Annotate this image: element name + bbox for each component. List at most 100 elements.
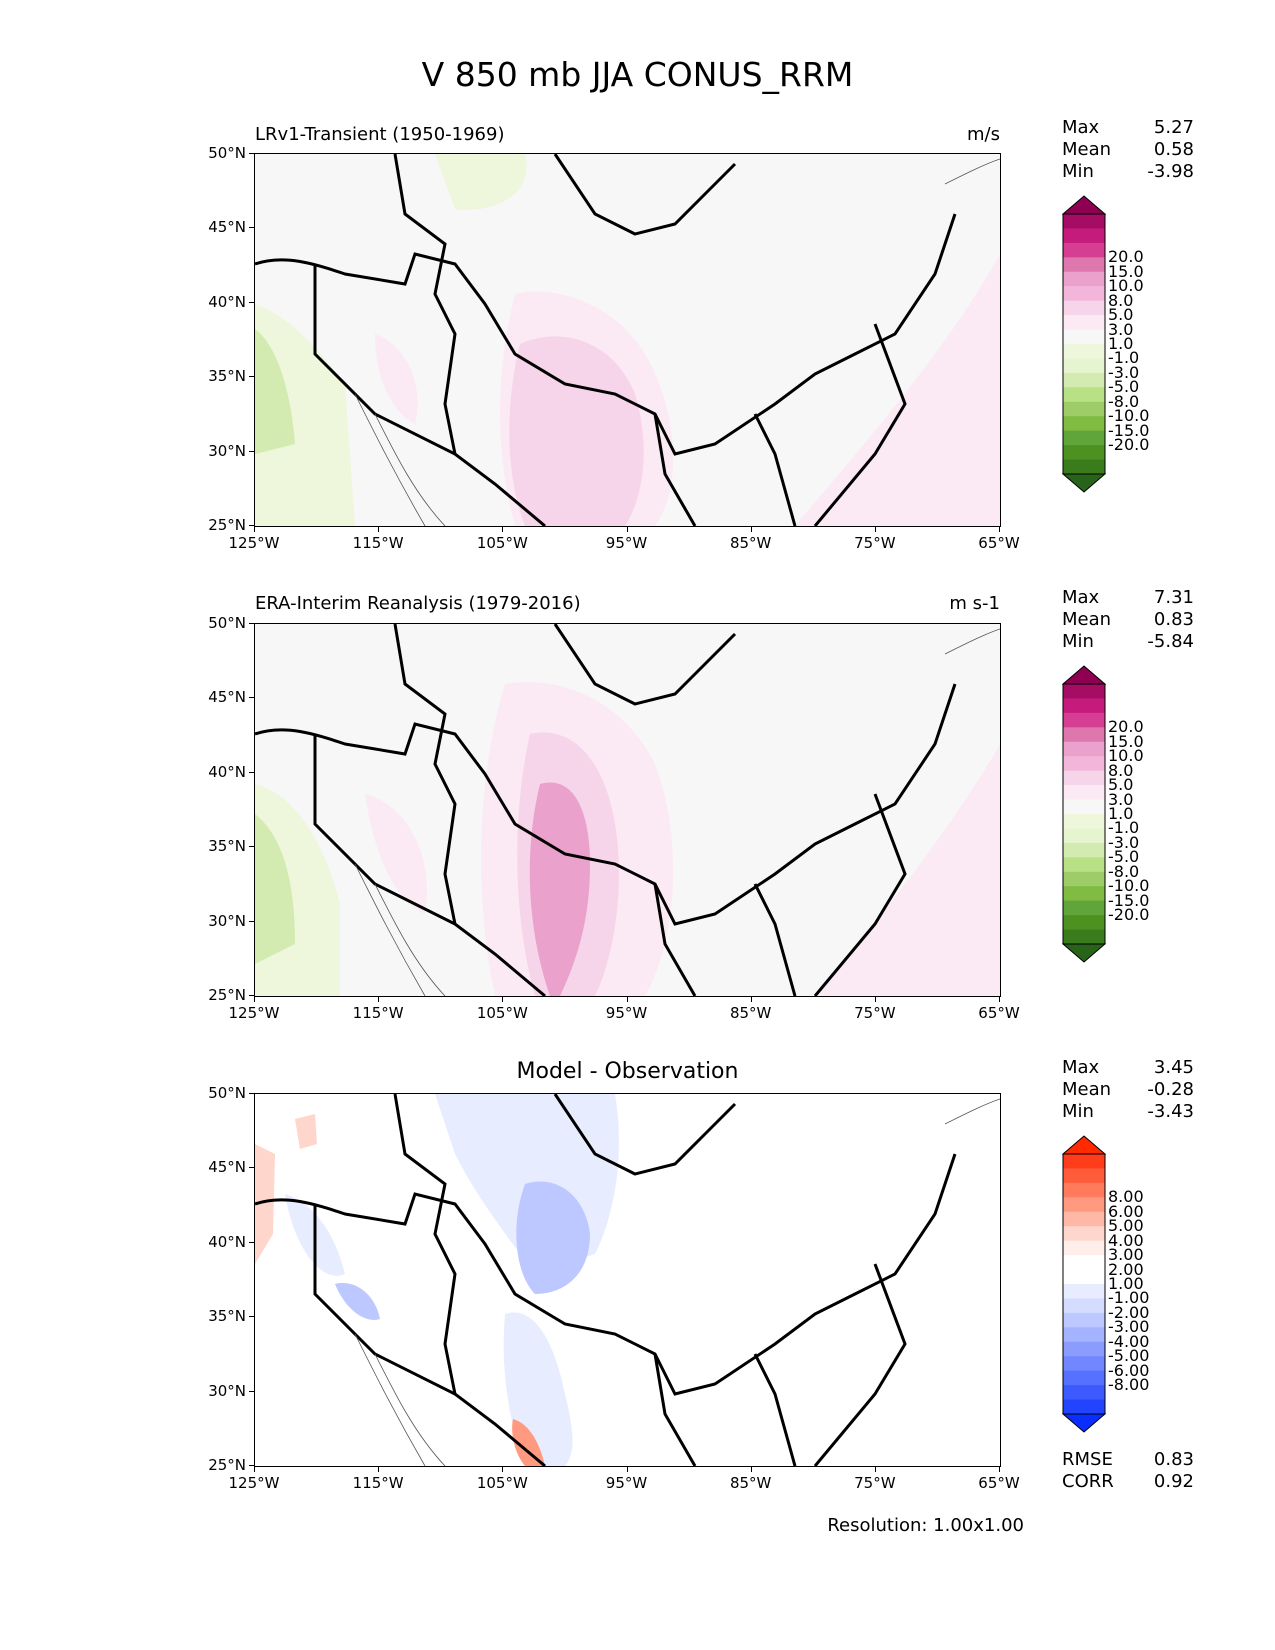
lat-tick-label: 35°N [208, 1307, 246, 1326]
panel-3-metrics: RMSE 0.83 CORR 0.92 [1062, 1449, 1194, 1493]
lon-tick-label: 75°W [854, 534, 896, 552]
colorbar-outline [1062, 1153, 1106, 1415]
lat-tick-label: 30°N [208, 1381, 246, 1400]
colorbar-label: 3.0 [1108, 789, 1134, 809]
red-field-south [512, 1419, 545, 1466]
colorbar-segment [1063, 1356, 1105, 1372]
colorbar-segment [1063, 286, 1105, 302]
lat-tick-mark [249, 1241, 254, 1243]
panel-1-units: m/s [967, 124, 1000, 145]
lat-tick-mark [249, 153, 254, 154]
lon-tick-mark [999, 1467, 1000, 1472]
lat-tick-label: 45°N [208, 1158, 246, 1177]
colorbar-extend-bottom [1062, 473, 1106, 493]
lon-tick-label: 105°W [476, 1474, 528, 1492]
pink-field-east [815, 744, 1000, 996]
metric-value: 0.83 [1153, 1449, 1194, 1470]
colorbar-segment [1063, 344, 1105, 359]
lat-tick-label: 30°N [208, 441, 246, 460]
coastlines [354, 628, 1000, 996]
lon-tick-label: 65°W [978, 1004, 1020, 1022]
colorbar-segment [1063, 1284, 1105, 1299]
colorbar-label: 3.00 [1108, 1245, 1144, 1265]
lon-tick-mark [999, 527, 1000, 532]
panel-1-title: LRv1-Transient (1950-1969) [255, 124, 505, 145]
colorbar-label: 15.0 [1108, 261, 1144, 281]
lat-tick-mark [249, 227, 254, 229]
resolution-note: Resolution: 1.00x1.00 [827, 1515, 1024, 1536]
lat-tick-label: 25°N [208, 516, 246, 534]
colorbar-segment [1063, 242, 1105, 258]
stat-value: -3.43 [1147, 1101, 1194, 1122]
stat-value: 5.27 [1153, 117, 1194, 138]
colorbar-segment [1063, 214, 1105, 229]
colorbar-label: -15.0 [1108, 420, 1150, 440]
colorbar-segment [1063, 712, 1105, 728]
colorbar-segment [1063, 785, 1105, 801]
colorbar-label: 10.0 [1108, 276, 1144, 296]
panel-2-colorbar [1062, 665, 1106, 963]
colorbar-label: 8.0 [1108, 760, 1134, 780]
lon-tick-mark [874, 1467, 876, 1472]
colorbar-segment [1063, 459, 1105, 475]
colorbar-label: 1.0 [1108, 804, 1134, 823]
lon-tick-label: 85°W [729, 1004, 772, 1022]
lon-tick-mark [626, 997, 628, 1002]
colorbar-label: -8.00 [1108, 1375, 1150, 1395]
panel-3-title: Model - Observation [516, 1059, 739, 1084]
colorbar-label: -5.0 [1108, 377, 1140, 397]
pink-field-max [529, 782, 590, 996]
colorbar-extend-bottom [1062, 1413, 1106, 1433]
colorbar-label: 6.00 [1108, 1201, 1144, 1221]
colorbar-label: -3.0 [1108, 832, 1140, 852]
stat-value: -3.98 [1147, 161, 1194, 182]
colorbar-segment [1063, 1255, 1105, 1271]
colorbar-segment [1063, 698, 1105, 714]
colorbar-segment [1063, 387, 1105, 403]
colorbar-segment [1063, 727, 1105, 743]
colorbar-segment [1063, 1211, 1105, 1227]
stat-label: Max [1062, 1057, 1100, 1078]
colorbar-label: -3.00 [1108, 1317, 1150, 1337]
panel-2-title: ERA-Interim Reanalysis (1979-2016) [255, 593, 581, 614]
lon-tick-mark [999, 997, 1000, 1002]
colorbar-segment [1063, 257, 1105, 273]
red-field-northwest [295, 1114, 317, 1149]
colorbar-segment [1063, 929, 1105, 945]
colorbar-label: -10.0 [1108, 876, 1150, 896]
lat-tick-mark [249, 1465, 254, 1466]
lat-tick-label: 25°N [208, 986, 246, 1004]
lat-tick-label: 40°N [208, 1232, 246, 1251]
colorbar-segment [1063, 1226, 1105, 1242]
stat-row: Mean 0.58 [1062, 139, 1194, 161]
colorbar-label: -20.0 [1108, 435, 1150, 455]
colorbar-segment [1063, 1399, 1105, 1415]
colorbar-segment [1063, 799, 1105, 815]
lon-tick-label: 125°W [228, 1474, 280, 1492]
stat-label: Min [1062, 1101, 1094, 1122]
colorbar-label: 2.00 [1108, 1259, 1144, 1279]
colorbar-segment [1063, 1154, 1105, 1169]
lon-tick-mark [502, 1467, 504, 1472]
stat-row: Min -3.43 [1062, 1101, 1194, 1123]
stat-value: 7.31 [1153, 587, 1194, 608]
lon-tick-mark [502, 997, 504, 1002]
lat-tick-label: 40°N [208, 292, 246, 311]
panel-2-stats: Max 7.31 Mean 0.83 Min -5.84 [1062, 587, 1194, 653]
coastlines [354, 158, 1000, 526]
panel-1-map [254, 153, 1001, 527]
colorbar-segment [1063, 329, 1105, 345]
lat-tick-mark [249, 771, 254, 773]
stat-value: -0.28 [1147, 1079, 1194, 1100]
green-field-north [435, 154, 527, 210]
stat-row: Max 3.45 [1062, 1057, 1194, 1079]
colorbar-segment [1063, 900, 1105, 916]
colorbar-extend-top [1062, 1135, 1106, 1155]
colorbar-segment [1063, 430, 1105, 446]
lat-tick-mark [249, 1316, 254, 1318]
colorbar-segment [1063, 741, 1105, 757]
state-boundaries [255, 624, 957, 996]
metric-value: 0.92 [1153, 1471, 1194, 1492]
colorbar-label: 1.0 [1108, 334, 1134, 353]
stat-row: Max 7.31 [1062, 587, 1194, 609]
